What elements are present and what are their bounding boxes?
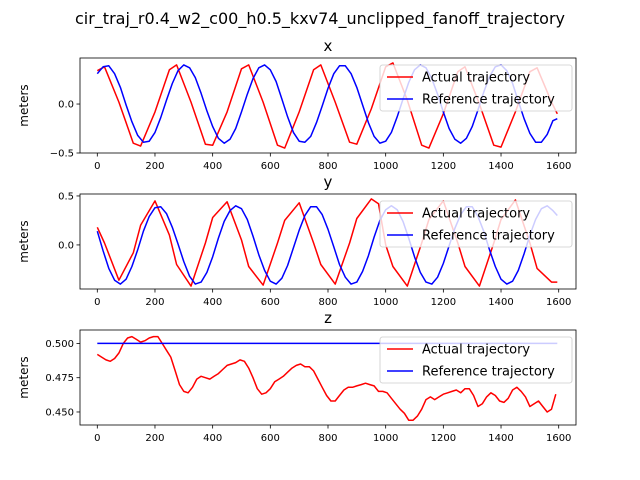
panel-z-xtick-label: 1600 bbox=[546, 433, 571, 444]
panel-z-ylabel: meters bbox=[17, 356, 31, 398]
panel-y: y meters 0 200 400 600 800 1000 1200 1400 1600 0.0 0… bbox=[17, 173, 577, 308]
panel-x-ytick-label: −0.5 bbox=[50, 149, 74, 160]
panel-y-axes-frame bbox=[79, 193, 577, 290]
panel-y-legend-label-reference: Reference trajectory bbox=[422, 229, 555, 244]
panel-z-legend-label-reference: Reference trajectory bbox=[422, 365, 555, 380]
panel-x-legend-label-reference: Reference trajectory bbox=[422, 93, 555, 108]
panel-y-series-actual-line bbox=[96, 198, 558, 287]
panel-y-legend-label-actual: Actual trajectory bbox=[422, 207, 530, 222]
panel-x-legend-box bbox=[379, 64, 573, 112]
panel-y-xtick-label: 600 bbox=[261, 297, 280, 308]
panel-z-xtick-label: 1000 bbox=[373, 433, 398, 444]
panel-y-xtick-label: 1400 bbox=[488, 297, 513, 308]
panel-x-series-actual-line bbox=[96, 62, 558, 149]
panel-z-legend-label-actual: Actual trajectory bbox=[422, 343, 530, 358]
panel-x-xtick-label: 1400 bbox=[488, 161, 513, 172]
panel-z-xtick-label: 1400 bbox=[488, 433, 513, 444]
panel-y-xtick-label: 1200 bbox=[431, 297, 456, 308]
panel-x-axes-frame bbox=[79, 57, 577, 154]
panel-y-ytick-label: 0.0 bbox=[58, 240, 74, 251]
panel-x-xtick-label: 0 bbox=[94, 161, 100, 172]
panel-y-legend: Actual trajectory Reference trajectory bbox=[379, 200, 573, 248]
panel-z: z meters 0 200 400 600 800 1000 1200 1400 1600 0.45… bbox=[17, 309, 577, 444]
panel-z-ytick-label: 0.500 bbox=[45, 339, 74, 350]
panel-z-xtick-label: 0 bbox=[94, 433, 100, 444]
figure-suptitle: cir_traj_r0.4_w2_c00_h0.5_kxv74_unclippe… bbox=[75, 9, 565, 29]
panel-y-xtick-label: 200 bbox=[145, 297, 164, 308]
panel-x-xtick-label: 200 bbox=[145, 161, 164, 172]
panel-z-axes-frame bbox=[79, 329, 577, 426]
panel-z-ytick-label: 0.450 bbox=[45, 407, 74, 418]
panel-y-xtick-label: 400 bbox=[203, 297, 222, 308]
panel-x-title: x bbox=[324, 37, 333, 55]
panel-z-xtick-label: 600 bbox=[261, 433, 280, 444]
panel-z-title: z bbox=[324, 309, 332, 327]
panel-x-xtick-label: 1200 bbox=[431, 161, 456, 172]
panel-y-xtick-label: 800 bbox=[318, 297, 337, 308]
panel-x-xtick-label: 800 bbox=[318, 161, 337, 172]
panel-x-legend: Actual trajectory Reference trajectory bbox=[379, 64, 573, 112]
panel-y-xtick-label: 1600 bbox=[546, 297, 571, 308]
panel-z-legend: Actual trajectory Reference trajectory bbox=[379, 336, 573, 384]
panel-z-legend-box bbox=[379, 336, 573, 384]
panel-z-xtick-label: 400 bbox=[203, 433, 222, 444]
panel-y-ylabel: meters bbox=[17, 220, 31, 262]
panel-x-xtick-label: 1000 bbox=[373, 161, 398, 172]
panel-y-xtick-label: 0 bbox=[94, 297, 100, 308]
panel-x-xtick-label: 1600 bbox=[546, 161, 571, 172]
panel-y-legend-box bbox=[379, 200, 573, 248]
panel-x-xtick-label: 600 bbox=[261, 161, 280, 172]
panel-x: x meters 0 200 400 600 800 1000 1200 1400 1600 −0.5… bbox=[17, 37, 577, 172]
panel-z-ytick-label: 0.475 bbox=[45, 373, 74, 384]
panel-x-ylabel: meters bbox=[17, 84, 31, 126]
panel-z-series-actual-line bbox=[96, 335, 557, 421]
panel-z-xtick-label: 1200 bbox=[431, 433, 456, 444]
panel-y-title: y bbox=[324, 173, 333, 191]
panel-y-xtick-label: 1000 bbox=[373, 297, 398, 308]
panel-x-legend-label-actual: Actual trajectory bbox=[422, 71, 530, 86]
panel-y-ytick-label: 0.5 bbox=[58, 191, 74, 202]
panel-z-xtick-label: 800 bbox=[318, 433, 337, 444]
panel-z-xtick-label: 200 bbox=[145, 433, 164, 444]
panel-x-xtick-label: 400 bbox=[203, 161, 222, 172]
panel-x-ytick-label: 0.0 bbox=[58, 100, 74, 111]
